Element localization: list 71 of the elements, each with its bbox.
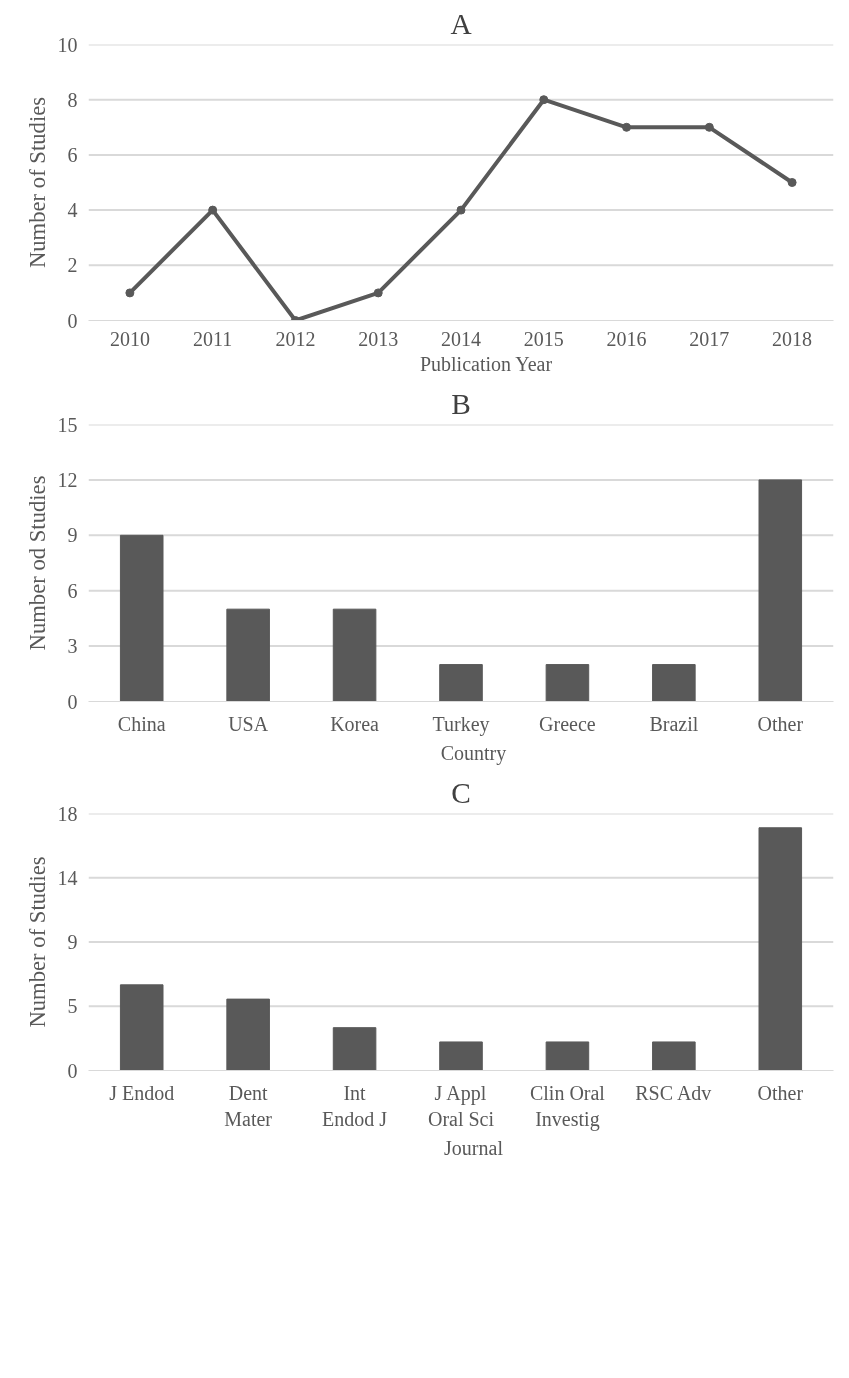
x-tick-label: J Endod [109, 1081, 175, 1104]
y-tick-label: 3 [67, 635, 78, 658]
x-tick-label: Turkey [432, 712, 490, 736]
bar [332, 608, 377, 702]
y-tick-label: 14 [57, 866, 78, 889]
x-tick-label: USA [228, 712, 269, 735]
y-axis-title: Number of Studies [24, 856, 50, 1028]
y-axis-title: Number of Studies [24, 96, 50, 269]
series-label: Country [440, 741, 507, 765]
bar [652, 664, 696, 702]
x-tick-label: 2018 [772, 327, 813, 350]
bar [758, 479, 803, 702]
bar [226, 608, 270, 702]
y-tick-label: 0 [67, 1059, 78, 1082]
y-tick-label: 6 [67, 579, 78, 602]
y-tick-label: 9 [67, 931, 78, 953]
x-tick-label: 2013 [358, 327, 399, 350]
point [622, 122, 632, 132]
bar [226, 998, 270, 1071]
text: Publication Year [419, 352, 553, 376]
x-tick-label: 2016 [606, 327, 647, 350]
point [208, 205, 218, 215]
y-tick-label: 10 [57, 33, 78, 56]
x-tick-label: 2014 [441, 327, 481, 350]
bar [545, 1041, 590, 1071]
y-tick-label: 9 [67, 524, 78, 547]
x-tick-label: 2011 [193, 327, 233, 350]
bar [332, 1027, 377, 1071]
x-tick-label: China [117, 712, 166, 735]
x-tick-label: 2012 [275, 327, 316, 350]
point [539, 95, 549, 105]
point [704, 122, 714, 132]
bar [119, 534, 164, 702]
point [787, 178, 797, 187]
y-tick-label: 12 [57, 468, 78, 491]
y-tick-label: 0 [67, 309, 78, 332]
y-tick-label: 4 [67, 199, 78, 222]
bar [119, 984, 164, 1071]
bar [545, 664, 590, 702]
chart-title: C [451, 776, 471, 809]
x-tick-label: 2010 [109, 327, 150, 350]
y-tick-label: 18 [57, 802, 78, 825]
point [125, 288, 135, 298]
x-tick-label: Clin Oral Investig [529, 1081, 606, 1131]
chart-title: A [450, 7, 472, 40]
y-tick-label: 8 [67, 88, 78, 111]
x-tick-label: Korea [330, 712, 380, 735]
x-tick-label: Greece [539, 712, 596, 735]
x-tick-label: Other [757, 712, 804, 735]
x-tick-label: Brazil [649, 712, 699, 735]
x-tick-label: 2017 [689, 327, 730, 350]
y-tick-label: 5 [67, 995, 78, 1018]
x-tick-label: Int Endod J [322, 1081, 388, 1130]
x-tick-label: Other [757, 1081, 804, 1104]
y-tick-label: 0 [67, 690, 78, 713]
chart-title: B [451, 387, 471, 420]
x-tick-label: 2015 [523, 327, 564, 350]
bar [652, 1041, 696, 1071]
bar [758, 827, 803, 1071]
point [456, 205, 466, 215]
y-tick-label: 2 [67, 254, 78, 277]
y-tick-label: 6 [67, 143, 78, 166]
bar [439, 1041, 483, 1071]
y-tick-label: 15 [57, 413, 78, 436]
x-tick-label: RSC Adv [635, 1081, 712, 1104]
x-tick-label: Dent Mater [224, 1081, 273, 1130]
y-axis-title: Number od Studies [24, 475, 50, 651]
bar [439, 664, 483, 702]
point [373, 288, 383, 298]
x-tick-label: J Appl Oral Sci [427, 1081, 495, 1130]
text: Journal [444, 1136, 503, 1160]
